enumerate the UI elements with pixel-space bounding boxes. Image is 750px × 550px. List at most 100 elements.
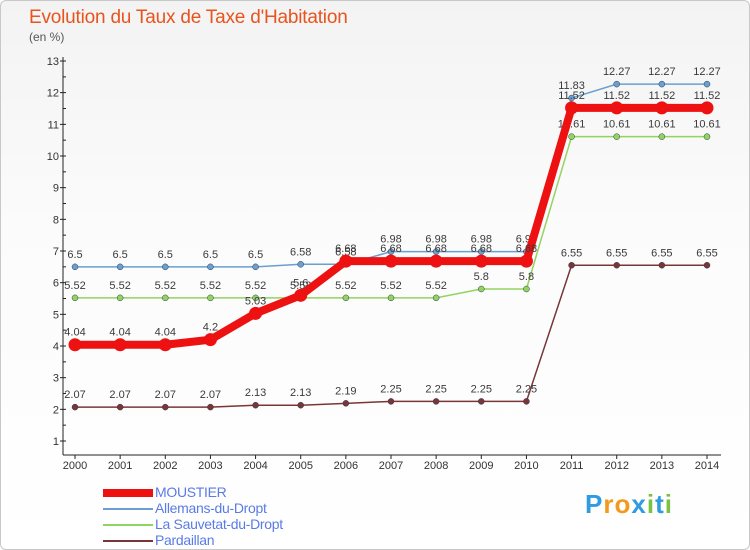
data-point <box>297 261 304 268</box>
legend-label: Allemans-du-Dropt <box>155 500 267 516</box>
data-point <box>297 401 304 409</box>
logo-letter: o <box>614 489 632 519</box>
legend-item: MOUSTIER <box>103 484 363 501</box>
x-tick-label: 2006 <box>334 460 358 472</box>
x-tick-label: 2012 <box>604 460 628 472</box>
y-tick-label: 2 <box>53 404 59 416</box>
x-tick-label: 2007 <box>379 460 403 472</box>
data-point <box>207 403 214 411</box>
y-tick-label: 4 <box>53 341 59 353</box>
data-label: 5.6 <box>293 277 308 289</box>
data-point <box>71 403 79 411</box>
data-point <box>478 285 485 293</box>
data-point <box>68 338 82 352</box>
data-label: 10.61 <box>693 119 721 131</box>
data-label: 4.04 <box>155 327 176 339</box>
data-point <box>294 288 308 302</box>
legend-swatch <box>103 540 153 542</box>
data-point <box>703 80 711 88</box>
data-label: 5.52 <box>335 280 356 292</box>
data-label: 2.25 <box>471 383 492 395</box>
x-tick-label: 2009 <box>469 460 493 472</box>
data-point <box>703 262 711 269</box>
data-point <box>339 254 353 268</box>
data-point <box>519 254 533 268</box>
data-label: 6.5 <box>203 249 218 261</box>
data-label: 4.2 <box>203 322 218 334</box>
data-point <box>613 80 620 88</box>
data-label: 5.8 <box>474 271 489 283</box>
data-point <box>113 338 127 352</box>
y-tick-label: 5 <box>53 309 59 321</box>
data-point <box>432 398 440 405</box>
data-point <box>478 398 485 405</box>
data-point <box>162 294 169 302</box>
x-tick-label: 2010 <box>514 460 538 472</box>
data-label: 2.25 <box>425 383 446 395</box>
data-point <box>116 294 124 302</box>
data-point <box>387 398 395 405</box>
logo-letter: r <box>603 489 615 519</box>
data-point <box>71 263 79 271</box>
data-point <box>565 101 579 115</box>
x-tick-label: 2004 <box>243 460 267 472</box>
data-point <box>703 133 711 140</box>
data-label: 6.68 <box>471 243 492 255</box>
legend-label: MOUSTIER <box>155 484 227 500</box>
y-tick-label: 3 <box>53 373 59 385</box>
legend-swatch <box>103 524 153 526</box>
chart-title: Evolution du Taux de Taxe d'Habitation <box>29 7 348 28</box>
data-point <box>342 400 350 407</box>
y-tick-label: 11 <box>48 119 59 131</box>
legend-swatch <box>103 489 153 497</box>
data-label: 5.52 <box>109 280 130 292</box>
data-point <box>162 263 169 271</box>
legend-label: La Sauvetat-du-Dropt <box>155 516 283 532</box>
data-point <box>158 338 172 352</box>
x-tick-label: 2008 <box>424 460 448 472</box>
data-label: 6.55 <box>606 247 627 259</box>
series-line-1 <box>75 135 707 299</box>
data-label: 5.8 <box>519 271 534 283</box>
data-label: 6.58 <box>335 246 356 258</box>
legend: MOUSTIER Allemans-du-Dropt La Sauvetat-du-… <box>103 484 363 549</box>
y-tick-label: 12 <box>47 88 59 100</box>
data-point <box>207 263 214 271</box>
data-label: 5.52 <box>380 280 401 292</box>
data-label: 5.03 <box>245 295 266 307</box>
data-label: 10.61 <box>648 119 676 131</box>
data-point <box>252 263 259 271</box>
data-label: 10.61 <box>603 119 631 131</box>
data-point <box>384 254 398 268</box>
data-point <box>249 306 263 320</box>
data-point <box>207 294 214 302</box>
data-label: 5.52 <box>64 280 85 292</box>
data-point <box>162 403 169 411</box>
legend-item: Allemans-du-Dropt <box>103 500 363 517</box>
data-label: 2.07 <box>200 389 221 401</box>
data-label: 11.52 <box>603 90 630 102</box>
data-label: 6.55 <box>561 247 582 259</box>
data-point <box>568 133 575 140</box>
data-point <box>116 263 124 271</box>
x-tick-label: 2003 <box>198 460 222 472</box>
data-label: 5.52 <box>200 280 221 292</box>
chart-subtitle: (en %) <box>29 30 65 44</box>
x-tick-label: 2013 <box>650 460 674 472</box>
data-label: 2.07 <box>109 389 130 401</box>
legend-swatch <box>103 508 153 510</box>
data-label: 12.27 <box>603 66 631 78</box>
data-label: 5.52 <box>245 280 266 292</box>
data-label: 6.5 <box>112 249 127 261</box>
data-label: 6.5 <box>158 249 173 261</box>
data-label: 5.52 <box>155 280 176 292</box>
data-point <box>568 262 575 269</box>
data-label: 4.04 <box>64 327 85 339</box>
data-label: 6.55 <box>696 247 717 259</box>
data-label: 6.98 <box>471 234 492 246</box>
data-label: 4.04 <box>109 327 130 339</box>
data-point <box>432 294 440 302</box>
legend-label: Pardaillan <box>155 532 215 548</box>
